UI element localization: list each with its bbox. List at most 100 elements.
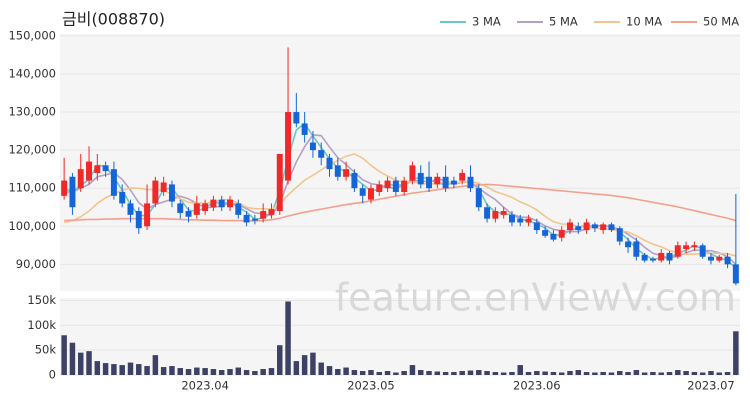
volume-bar — [484, 371, 490, 375]
candle-body — [583, 222, 590, 231]
candle-body — [210, 199, 217, 208]
candle-body — [110, 169, 117, 196]
candle-body — [525, 218, 532, 223]
candle-body — [168, 184, 175, 202]
volume-bar — [409, 365, 416, 375]
x-tick-label: 2023.07 — [687, 379, 735, 393]
candle-body — [459, 172, 466, 181]
candle-body — [218, 199, 225, 208]
volume-bar — [658, 372, 664, 375]
volume-bar — [567, 371, 573, 375]
volume-bar — [235, 367, 242, 375]
candle-body — [86, 161, 93, 181]
volume-bar — [633, 370, 640, 375]
volume-bar — [185, 369, 192, 375]
volume-bar — [136, 364, 142, 375]
volume-bar — [617, 371, 623, 375]
candle-body — [384, 180, 391, 189]
candle-body — [193, 203, 200, 215]
candle-body — [724, 256, 731, 265]
ma-line — [63, 153, 737, 257]
legend-label: 50 MA — [703, 15, 739, 29]
volume-bar — [194, 367, 200, 375]
volume-bar — [376, 372, 383, 375]
volume-bar — [227, 369, 233, 375]
candle-body — [152, 180, 159, 204]
candle-body — [608, 224, 615, 231]
volume-bar — [724, 372, 731, 375]
volume-bar — [351, 370, 358, 375]
volume-bar — [160, 367, 167, 375]
x-tick-label: 2023.04 — [181, 379, 229, 393]
volume-bar — [451, 372, 457, 375]
candle-body — [127, 203, 134, 215]
candle-body — [450, 180, 457, 185]
volume-bar — [550, 372, 557, 375]
candle-body — [475, 188, 482, 208]
ma-line — [64, 183, 737, 222]
volume-bar — [542, 371, 548, 375]
y-tick-label: 100k — [27, 318, 56, 332]
ma-line — [63, 122, 737, 269]
volume-bar — [733, 331, 739, 375]
volume-bar — [61, 335, 67, 375]
volume-bar — [708, 371, 714, 375]
candle-body — [301, 123, 308, 135]
volume-bar — [509, 372, 515, 375]
candle-body — [707, 256, 714, 261]
candle-body — [500, 211, 507, 215]
volume-bar — [666, 372, 673, 375]
volume-bar — [683, 371, 689, 375]
legend-label: 3 MA — [472, 15, 501, 29]
candle-body — [658, 252, 665, 261]
candle-body — [674, 245, 681, 257]
volume-bar — [102, 363, 109, 375]
candle-body — [268, 209, 275, 215]
volume-bar — [534, 371, 540, 375]
candle-body — [517, 218, 524, 223]
candle-body — [144, 203, 151, 227]
candle-body — [135, 211, 142, 229]
volume-bar — [301, 355, 308, 375]
candle-body — [591, 224, 598, 229]
candle-body — [251, 218, 258, 221]
volume-bar — [368, 370, 374, 375]
volume-bar — [77, 352, 84, 375]
volume-bar — [144, 366, 150, 375]
volume-bar — [310, 352, 316, 375]
volume-bar — [393, 372, 399, 375]
volume-bar — [218, 370, 225, 375]
candle-body — [683, 245, 690, 250]
candle-body — [434, 176, 441, 185]
candle-body — [426, 176, 433, 189]
candle-body — [550, 233, 557, 240]
candle-body — [177, 203, 184, 213]
volume-bar — [69, 342, 76, 375]
volume-bar — [625, 372, 631, 375]
volume-bar — [592, 372, 598, 375]
legend-label: 5 MA — [549, 15, 578, 29]
candle-body — [202, 203, 209, 212]
volume-bar — [699, 372, 706, 375]
volume-bar — [600, 372, 606, 375]
candle-body — [69, 176, 76, 208]
candle-body — [533, 222, 540, 231]
candle-body — [276, 153, 283, 212]
candle-body — [417, 172, 424, 185]
volume-bar — [675, 370, 681, 375]
volume-bar — [434, 371, 441, 375]
volume-bar — [127, 362, 134, 375]
candle-body — [119, 192, 126, 204]
y-tick-label: 0 — [49, 368, 56, 382]
y-tick-label: 120,000 — [8, 143, 56, 157]
candle-body — [401, 180, 408, 193]
volume-bar — [467, 370, 474, 375]
candle-body — [508, 214, 515, 223]
volume-bar — [691, 372, 698, 375]
candle-body — [61, 180, 68, 196]
candle-body — [293, 112, 300, 124]
volume-bar — [260, 369, 266, 375]
candle-body — [185, 211, 192, 217]
candle-body — [392, 180, 399, 193]
candle-body — [376, 184, 383, 193]
